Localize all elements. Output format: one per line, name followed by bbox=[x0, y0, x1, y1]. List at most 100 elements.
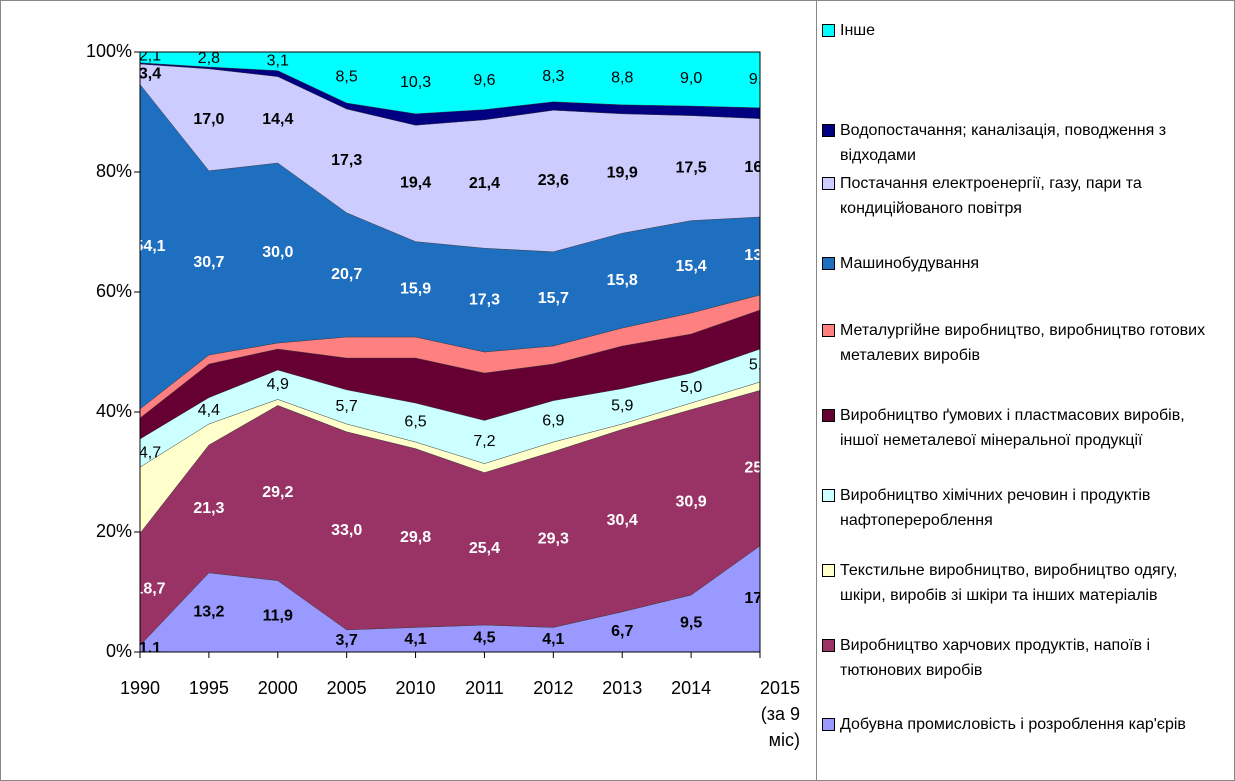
data-label: 2,1 bbox=[139, 48, 161, 65]
data-label: 1,1 bbox=[139, 640, 161, 657]
legend-item: Постачання електроенергії, газу, пари та… bbox=[822, 171, 1222, 221]
data-label: 29,2 bbox=[262, 484, 293, 501]
data-label: 15,4 bbox=[676, 258, 707, 275]
data-label: 6,5 bbox=[404, 414, 426, 431]
data-label: 9,5 bbox=[680, 615, 702, 632]
data-label: 11,9 bbox=[263, 608, 293, 625]
plot-border bbox=[139, 51, 761, 653]
data-label: 3,4 bbox=[139, 65, 161, 82]
data-label: 30,0 bbox=[262, 244, 293, 261]
data-label: 5,0 bbox=[680, 379, 702, 396]
legend-swatch bbox=[822, 24, 835, 37]
data-label: 21,4 bbox=[469, 175, 500, 192]
x-tick-label: 2015 (за 9 міс) bbox=[759, 678, 800, 750]
data-label: 4,7 bbox=[139, 444, 161, 461]
data-label: 15,9 bbox=[400, 281, 431, 298]
data-label: 9,6 bbox=[473, 72, 495, 89]
x-tick-label: 2013 bbox=[602, 678, 643, 698]
data-label: 18,7 bbox=[134, 581, 165, 598]
legend-label: Виробництво харчових продуктів, напоїв і… bbox=[840, 637, 1151, 679]
y-tick-label: 60% bbox=[96, 281, 132, 301]
data-label: 4,5 bbox=[473, 630, 495, 647]
data-label: 25,9 bbox=[744, 459, 775, 476]
legend-label: Водопостачання; каналізація, поводження … bbox=[840, 122, 1167, 164]
data-label: 21,3 bbox=[193, 500, 224, 517]
legend-label: Постачання електроенергії, газу, пари та… bbox=[840, 175, 1142, 217]
legend-label: Добувна промисловість і розроблення кар'… bbox=[840, 716, 1186, 733]
data-label: 29,8 bbox=[400, 529, 431, 546]
data-label: 4,1 bbox=[404, 631, 426, 648]
legend-label: Текстильне виробництво, виробництво одяг… bbox=[840, 562, 1178, 604]
data-label: 6,9 bbox=[542, 413, 564, 430]
legend-swatch bbox=[822, 257, 835, 270]
x-tick-label: 2011 bbox=[465, 678, 504, 698]
y-tick-label: 40% bbox=[96, 401, 132, 421]
legend-item: Виробництво хімічних речовин і продуктів… bbox=[822, 483, 1222, 533]
data-label: 3,1 bbox=[267, 53, 289, 70]
legend-item: Текстильне виробництво, виробництво одяг… bbox=[822, 558, 1222, 608]
legend-swatch bbox=[822, 639, 835, 652]
data-label: 19,4 bbox=[400, 175, 431, 192]
data-label: 17,3 bbox=[469, 291, 500, 308]
legend-label: Інше bbox=[840, 22, 876, 39]
data-label: 8,3 bbox=[542, 68, 564, 85]
y-tick-label: 100% bbox=[86, 41, 132, 61]
legend-label: Металургійне виробництво, виробництво го… bbox=[840, 322, 1206, 364]
data-label: 20,7 bbox=[331, 266, 362, 283]
data-label: 5,9 bbox=[611, 398, 633, 415]
data-label: 5,5 bbox=[749, 357, 771, 374]
data-label: 4,1 bbox=[542, 631, 564, 648]
data-label: 17,5 bbox=[676, 159, 707, 176]
legend-label: Виробництво хімічних речовин і продуктів… bbox=[840, 487, 1151, 529]
data-label: 9,0 bbox=[680, 70, 702, 87]
data-label: 6,7 bbox=[611, 623, 633, 640]
data-label: 16,4 bbox=[744, 159, 775, 176]
x-tick-label: 1990 bbox=[119, 678, 161, 698]
data-label: 14,4 bbox=[262, 111, 293, 128]
data-label: 3,7 bbox=[336, 632, 358, 649]
legend-swatch bbox=[822, 177, 835, 190]
legend-label: Машинобудування bbox=[840, 255, 980, 272]
data-label: 9,3 bbox=[749, 71, 771, 88]
legend-item: Водопостачання; каналізація, поводження … bbox=[822, 118, 1222, 168]
data-label: 30,7 bbox=[193, 254, 224, 271]
data-label: 10,3 bbox=[400, 74, 431, 91]
x-tick-label: 1995 bbox=[188, 678, 229, 698]
x-tick-label: 2005 bbox=[326, 678, 367, 698]
data-label: 17,7 bbox=[744, 590, 775, 607]
y-tick-label: 80% bbox=[96, 161, 132, 181]
area bbox=[140, 52, 760, 115]
data-label: 25,4 bbox=[469, 540, 500, 557]
legend-swatch bbox=[822, 324, 835, 337]
data-label: 33,0 bbox=[331, 522, 362, 539]
data-labels: 1,1 13,2 11,9 3,7 4,1 4,5 4,1 6,7 9,5 17,7 18,7 21,… bbox=[134, 48, 775, 657]
data-label: 17,0 bbox=[193, 111, 224, 128]
x-tick-label: 2000 bbox=[257, 678, 298, 698]
legend-swatch bbox=[822, 124, 835, 137]
plot-area bbox=[140, 52, 760, 652]
legend-swatch bbox=[822, 409, 835, 422]
data-label: 30,4 bbox=[607, 512, 638, 529]
legend-swatch bbox=[822, 718, 835, 731]
data-label: 13,0 bbox=[744, 247, 775, 264]
data-label: 8,5 bbox=[336, 69, 358, 86]
data-label: 19,9 bbox=[607, 165, 638, 182]
legend-item: Інше bbox=[822, 18, 1222, 43]
x-tick-label: 2012 bbox=[533, 678, 574, 698]
legend-swatch bbox=[822, 564, 835, 577]
data-label: 4,9 bbox=[267, 376, 289, 393]
x-tick-label: 2014 bbox=[671, 678, 712, 698]
legend-item: Виробництво ґумових і пластмасових вироб… bbox=[822, 403, 1222, 453]
data-label: 29,3 bbox=[538, 531, 569, 548]
data-label: 54,1 bbox=[134, 238, 165, 255]
y-tick-label: 0% bbox=[106, 641, 132, 661]
legend-item: Добувна промисловість і розроблення кар'… bbox=[822, 712, 1222, 737]
data-label: 5,7 bbox=[336, 398, 358, 415]
data-label: 2,8 bbox=[198, 50, 220, 67]
x-tick-label: 2010 bbox=[395, 678, 436, 698]
data-label: 15,8 bbox=[607, 272, 638, 289]
legend-swatch bbox=[822, 489, 835, 502]
legend-label: Виробництво ґумових і пластмасових вироб… bbox=[840, 407, 1185, 449]
